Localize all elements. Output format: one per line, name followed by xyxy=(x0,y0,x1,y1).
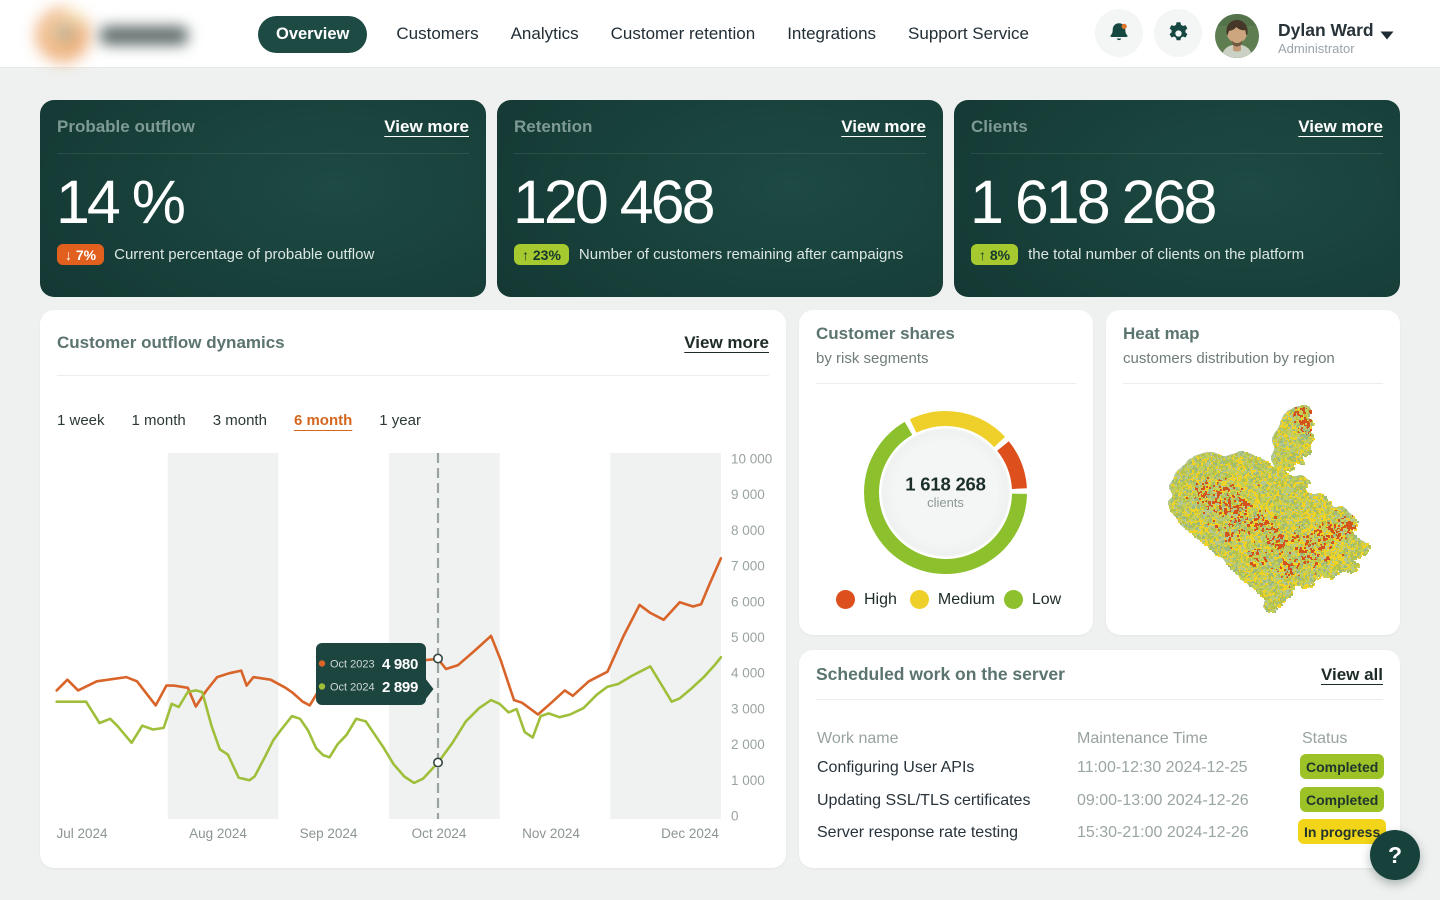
svg-text:3 000: 3 000 xyxy=(731,701,765,716)
svg-text:Dec 2024: Dec 2024 xyxy=(661,826,719,841)
svg-text:Oct 2024: Oct 2024 xyxy=(330,682,375,694)
svg-text:10 000: 10 000 xyxy=(731,452,772,467)
svg-text:Aug 2024: Aug 2024 xyxy=(189,826,247,841)
svg-text:0: 0 xyxy=(731,809,739,824)
svg-text:4 000: 4 000 xyxy=(731,666,765,681)
svg-text:Oct 2023: Oct 2023 xyxy=(330,659,375,671)
svg-text:2 000: 2 000 xyxy=(731,737,765,752)
svg-text:9 000: 9 000 xyxy=(731,487,765,502)
svg-text:1 000: 1 000 xyxy=(731,773,765,788)
svg-text:4 980: 4 980 xyxy=(382,656,418,673)
svg-text:Oct 2024: Oct 2024 xyxy=(412,826,467,841)
svg-text:Jul 2024: Jul 2024 xyxy=(56,826,108,841)
svg-text:Sep 2024: Sep 2024 xyxy=(300,826,358,841)
svg-text:5 000: 5 000 xyxy=(731,630,765,645)
svg-text:1 618 268: 1 618 268 xyxy=(905,474,986,495)
svg-text:8 000: 8 000 xyxy=(731,523,765,538)
svg-text:6 000: 6 000 xyxy=(731,594,765,609)
svg-text:7 000: 7 000 xyxy=(731,559,765,574)
svg-text:clients: clients xyxy=(927,495,964,510)
svg-text:Nov 2024: Nov 2024 xyxy=(522,826,580,841)
svg-text:2 899: 2 899 xyxy=(382,679,418,696)
